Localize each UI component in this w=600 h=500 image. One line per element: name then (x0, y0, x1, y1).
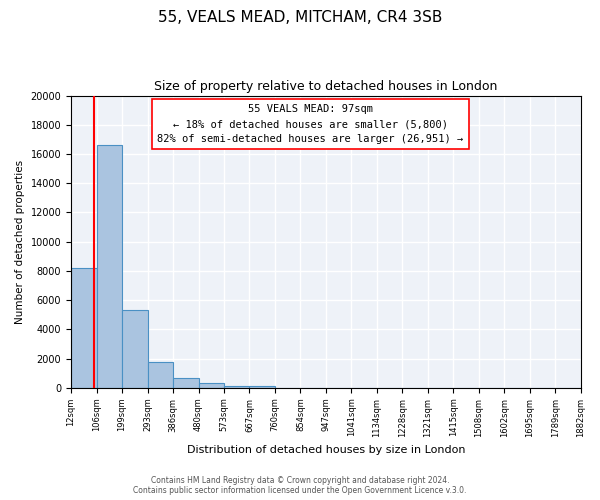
Text: 55, VEALS MEAD, MITCHAM, CR4 3SB: 55, VEALS MEAD, MITCHAM, CR4 3SB (158, 10, 442, 25)
Bar (122, 310, 148, 388)
Bar (97, 145, 122, 388)
Bar (71, 268, 97, 388)
Y-axis label: Number of detached properties: Number of detached properties (15, 160, 25, 324)
X-axis label: Distribution of detached houses by size in London: Distribution of detached houses by size … (187, 445, 465, 455)
Bar (250, 386, 275, 388)
Title: Size of property relative to detached houses in London: Size of property relative to detached ho… (154, 80, 497, 93)
Text: 55 VEALS MEAD: 97sqm
← 18% of detached houses are smaller (5,800)
82% of semi-de: 55 VEALS MEAD: 97sqm ← 18% of detached h… (157, 104, 464, 144)
Bar (199, 384, 224, 388)
Bar (173, 378, 199, 388)
Text: Contains HM Land Registry data © Crown copyright and database right 2024.
Contai: Contains HM Land Registry data © Crown c… (133, 476, 467, 495)
Bar (148, 362, 173, 388)
Bar (224, 386, 250, 388)
